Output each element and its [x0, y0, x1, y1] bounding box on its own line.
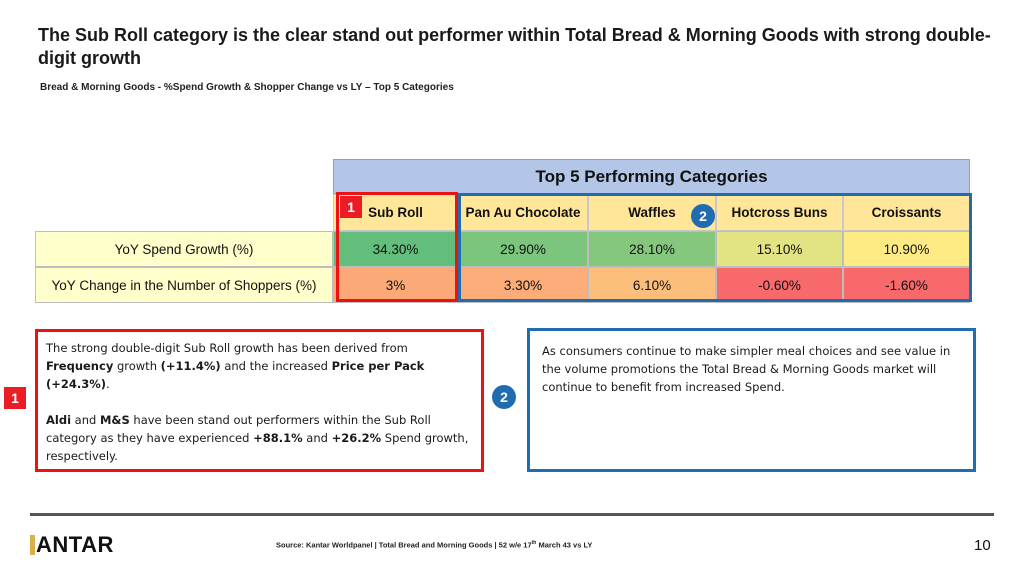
sub-roll-highlight-frame — [336, 192, 458, 302]
other-categories-highlight-frame — [458, 193, 972, 302]
insight-paragraph-2: Aldi and M&S have been stand out perform… — [46, 413, 469, 463]
table-cell: 29.90% — [458, 231, 588, 267]
market-insight-text: As consumers continue to make simpler me… — [542, 344, 951, 394]
table-cell: 3% — [333, 267, 458, 303]
table-cell: 6.10% — [588, 267, 716, 303]
column-header-croissants: Croissants — [843, 194, 970, 231]
page-title: The Sub Roll category is the clear stand… — [38, 25, 991, 68]
table-cell: 15.10% — [716, 231, 843, 267]
source-note: Source: Kantar Worldpanel | Total Bread … — [276, 540, 593, 550]
logo-k-mark — [30, 535, 35, 555]
kantar-logo: ANTAR — [30, 532, 114, 558]
row-label-spend-growth: YoY Spend Growth (%) — [35, 231, 333, 267]
table-cell: 28.10% — [588, 231, 716, 267]
column-header-hotcross-buns: Hotcross Buns — [716, 194, 843, 231]
sub-roll-insight-box: The strong double-digit Sub Roll growth … — [35, 329, 484, 472]
row-label-shopper-change: YoY Change in the Number of Shoppers (%) — [35, 267, 333, 303]
table-cell: 34.30% — [333, 231, 458, 267]
insight-paragraph-1: The strong double-digit Sub Roll growth … — [46, 341, 425, 391]
table-cell: 10.90% — [843, 231, 970, 267]
chart-subtitle: Bread & Morning Goods - %Spend Growth & … — [40, 82, 454, 93]
table-heading: Top 5 Performing Categories — [333, 159, 970, 194]
table-cell: -0.60% — [716, 267, 843, 303]
market-insight-box: As consumers continue to make simpler me… — [527, 328, 976, 472]
callout-badge-2-left: 2 — [492, 385, 516, 409]
callout-badge-2: 2 — [691, 204, 715, 228]
callout-badge-1-left: 1 — [4, 387, 26, 409]
page-number: 10 — [974, 537, 991, 554]
footer-divider — [30, 513, 994, 516]
callout-badge-1: 1 — [340, 196, 362, 218]
